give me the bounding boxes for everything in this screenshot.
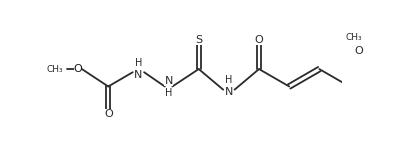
Text: N: N — [225, 87, 233, 97]
Text: H: H — [135, 58, 142, 68]
Text: H: H — [225, 75, 233, 85]
Text: CH₃: CH₃ — [47, 65, 64, 74]
Text: N: N — [134, 70, 143, 80]
Text: O: O — [255, 35, 263, 45]
Text: O: O — [104, 110, 113, 120]
Text: O: O — [354, 46, 363, 56]
Text: CH₃: CH₃ — [345, 33, 362, 42]
Text: H: H — [165, 88, 172, 98]
Text: N: N — [164, 76, 173, 86]
Text: O: O — [74, 64, 83, 74]
Text: S: S — [195, 35, 202, 45]
